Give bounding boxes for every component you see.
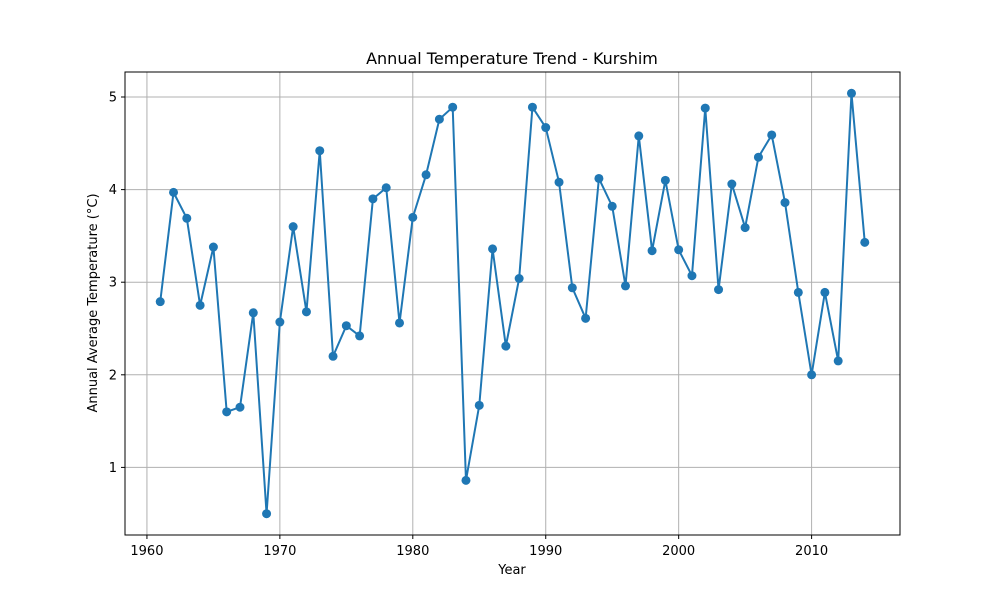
data-point (195, 300, 205, 310)
data-point (581, 313, 591, 323)
data-point (235, 402, 245, 412)
chart-title: Annual Temperature Trend - Kurshim (366, 49, 658, 68)
y-tick-label: 3 (109, 276, 117, 291)
y-tick-label: 1 (109, 461, 117, 476)
data-series (155, 88, 870, 519)
data-point (328, 351, 338, 361)
axis-ticks: 1960 1970 1980 1990 2000 2010 1 2 3 4 5 (109, 91, 828, 559)
data-point (448, 102, 458, 112)
y-tick-label: 5 (109, 91, 117, 106)
data-point (381, 183, 391, 193)
data-point (275, 317, 285, 327)
data-point (395, 318, 405, 328)
data-point (248, 308, 258, 318)
data-point (753, 152, 763, 162)
data-point (222, 407, 232, 417)
data-point (341, 321, 351, 331)
data-point (301, 307, 311, 317)
data-point (355, 331, 365, 341)
x-tick-label: 1960 (130, 544, 163, 559)
data-point (807, 370, 817, 380)
data-point (607, 201, 617, 211)
data-point (408, 212, 418, 222)
data-point (833, 356, 843, 366)
data-point (727, 179, 737, 189)
x-tick-label: 1990 (529, 544, 562, 559)
data-point (660, 175, 670, 185)
data-point (860, 237, 870, 247)
data-point (594, 173, 604, 183)
data-point (780, 198, 790, 208)
x-tick-label: 2000 (662, 544, 695, 559)
x-axis-label: Year (497, 563, 526, 578)
data-point (714, 285, 724, 295)
data-point (767, 130, 777, 140)
series-line (159, 92, 866, 515)
grid-lines (125, 72, 900, 535)
data-point (846, 88, 856, 98)
data-point (488, 244, 498, 254)
data-point (554, 177, 564, 187)
data-point (368, 194, 378, 204)
data-point (620, 281, 630, 291)
data-point (434, 114, 444, 124)
data-point (700, 103, 710, 113)
x-tick-label: 1980 (396, 544, 429, 559)
data-point (527, 102, 537, 112)
data-point (155, 297, 165, 307)
plot-frame (124, 71, 901, 536)
data-point (687, 271, 697, 281)
data-point (474, 400, 484, 410)
data-point (169, 187, 179, 197)
data-point (740, 223, 750, 233)
data-point (820, 287, 830, 297)
data-point (421, 170, 431, 180)
data-point (182, 213, 192, 223)
x-tick-label: 2010 (795, 544, 828, 559)
x-tick-label: 1970 (263, 544, 296, 559)
data-point (634, 131, 644, 141)
data-point (647, 246, 657, 256)
data-point (541, 123, 551, 133)
y-axis-label: Annual Average Temperature (°C) (86, 193, 101, 412)
data-point (208, 242, 218, 252)
data-point (461, 475, 471, 485)
y-tick-label: 4 (109, 183, 117, 198)
data-point (501, 341, 511, 351)
data-point (262, 509, 272, 519)
y-tick-label: 2 (109, 368, 117, 383)
data-point (288, 222, 298, 232)
data-point (567, 283, 577, 293)
data-point (793, 287, 803, 297)
data-point (674, 245, 684, 255)
data-point (514, 274, 524, 283)
data-point (315, 146, 325, 156)
